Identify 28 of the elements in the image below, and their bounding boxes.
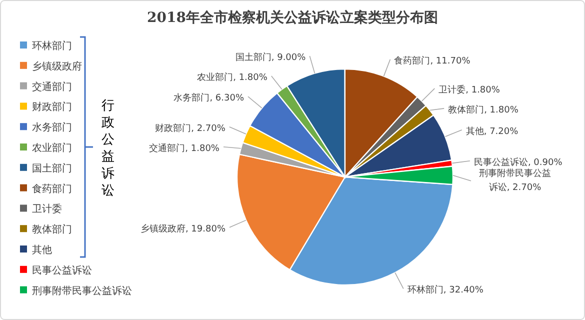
legend-label: 环林部门 bbox=[32, 40, 72, 52]
legend-label: 农业部门 bbox=[32, 142, 72, 154]
legend-label: 其他 bbox=[32, 244, 52, 256]
category-label: 水务部门, 6.30% bbox=[174, 94, 244, 104]
category-label: 教体部门, 1.80% bbox=[448, 105, 518, 116]
category-label: 卫计委, 1.80% bbox=[438, 85, 500, 96]
legend-label: 卫计委 bbox=[32, 203, 62, 216]
legend-label: 财政部门 bbox=[32, 101, 72, 114]
legend-label: 乡镇级政府 bbox=[32, 60, 82, 72]
legend-label: 水务部门 bbox=[32, 122, 72, 134]
legend-label: 教体部门 bbox=[32, 224, 72, 236]
category-label: 农业部门, 1.80% bbox=[197, 73, 268, 84]
category-label: 乡镇级政府, 19.80% bbox=[140, 224, 226, 234]
category-label: 其他, 7.20% bbox=[466, 126, 518, 137]
legend-label: 民事公益诉讼 bbox=[32, 264, 92, 276]
category-label: 交通部门, 1.80% bbox=[149, 144, 220, 154]
text: 行政公益诉讼 bbox=[102, 98, 114, 198]
legend-label: 食药部门 bbox=[32, 182, 72, 195]
category-label: 国土部门, 9.00% bbox=[235, 53, 306, 64]
chart-title: 2018年全市检察机关公益诉讼立案类型分布图 bbox=[147, 9, 438, 26]
category-label: 环林部门, 32.40% bbox=[407, 286, 484, 296]
legend-label: 刑事附带民事公益诉讼 bbox=[32, 284, 132, 297]
category-label: 财政部门, 2.70% bbox=[155, 124, 226, 134]
legend-label: 国土部门 bbox=[32, 162, 72, 174]
category-label: 民事公益诉讼, 0.90% bbox=[474, 158, 562, 168]
legend-label: 交通部门 bbox=[32, 80, 72, 93]
category-label: 食药部门, 11.70% bbox=[394, 56, 470, 66]
category-label: 刑事附带民事公益诉讼, 2.70% bbox=[478, 168, 551, 193]
